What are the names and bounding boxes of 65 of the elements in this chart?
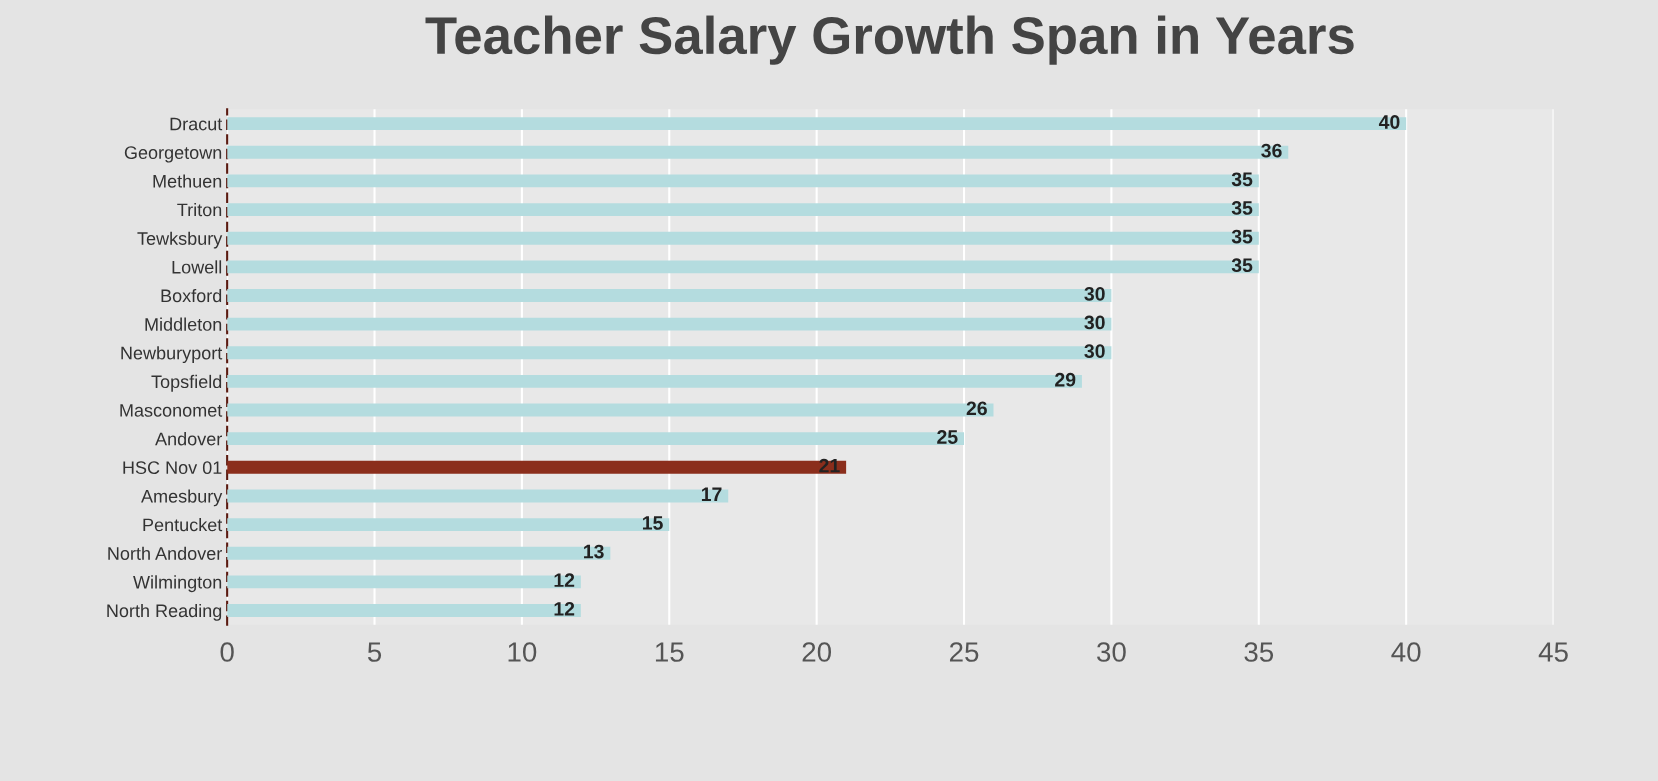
y-tick-label: Methuen (153, 174, 222, 188)
x-tick-label: 25 (949, 642, 979, 662)
data-label: 13 (584, 544, 604, 559)
bar (227, 518, 670, 532)
bar (227, 203, 1259, 217)
data-label: 15 (642, 516, 663, 530)
data-label: 29 (1055, 372, 1076, 387)
data-label: 26 (966, 401, 987, 416)
x-tick-label: 5 (367, 642, 382, 662)
x-tick-label: 10 (508, 642, 537, 662)
y-tick-label: Tewksbury (137, 231, 223, 249)
bar (227, 174, 1259, 188)
y-tick-label: Newburyport (121, 346, 223, 364)
data-label: 36 (1261, 143, 1282, 158)
x-tick-label: 30 (1097, 642, 1126, 662)
y-tick-label: Triton (177, 203, 222, 217)
bar (227, 346, 1112, 360)
x-tick-label: 15 (655, 642, 684, 662)
bar (227, 460, 847, 474)
x-tick-label: 35 (1244, 642, 1274, 662)
bar (227, 260, 1259, 274)
y-tick-label: Lowell (172, 260, 222, 274)
data-label: 21 (819, 458, 840, 473)
x-tick-label: 40 (1391, 642, 1421, 662)
data-label: 30 (1084, 286, 1105, 301)
y-tick-label: Boxford (161, 288, 222, 303)
data-label: 12 (554, 573, 575, 587)
y-tick-label: Pentucket (143, 518, 223, 532)
bar (227, 604, 581, 617)
y-tick-label: Amesbury (141, 489, 223, 507)
data-label: 35 (1231, 201, 1253, 215)
bar (227, 575, 581, 589)
x-tick-label: 20 (802, 642, 832, 662)
data-label: 30 (1084, 315, 1105, 330)
bar (227, 117, 1407, 131)
data-label: 12 (554, 601, 575, 616)
bar (227, 374, 1082, 388)
bar (227, 432, 965, 446)
y-tick-label: HSC Nov 01 (123, 461, 222, 475)
bar (227, 317, 1112, 331)
bar (227, 289, 1112, 302)
data-label: 30 (1084, 344, 1105, 358)
bar (227, 145, 1289, 159)
y-tick-label: Middleton (145, 317, 222, 331)
bar (227, 403, 994, 417)
bar (227, 546, 611, 560)
x-tick-label: 45 (1538, 642, 1568, 662)
y-tick-label: Wilmington (133, 575, 222, 593)
y-tick-label: Georgetown (124, 146, 222, 163)
y-tick-label: North Reading (107, 603, 222, 621)
y-tick-label: Masconomet (120, 404, 223, 417)
y-tick-label: Topsfield (151, 374, 222, 392)
data-label: 40 (1378, 115, 1400, 129)
y-tick-label: Dracut (170, 117, 223, 131)
y-tick-label: North Andover (108, 546, 222, 560)
bar (227, 231, 1259, 245)
data-label: 35 (1231, 172, 1253, 187)
y-tick-label: Andover (155, 432, 222, 446)
data-label: 35 (1231, 229, 1253, 244)
data-label: 17 (701, 487, 722, 501)
bar (227, 489, 729, 503)
x-tick-label: 0 (220, 642, 234, 662)
data-label: 25 (937, 430, 958, 444)
data-label: 35 (1231, 258, 1253, 273)
chart-title: Teacher Salary Growth Span in Years (425, 15, 1354, 65)
